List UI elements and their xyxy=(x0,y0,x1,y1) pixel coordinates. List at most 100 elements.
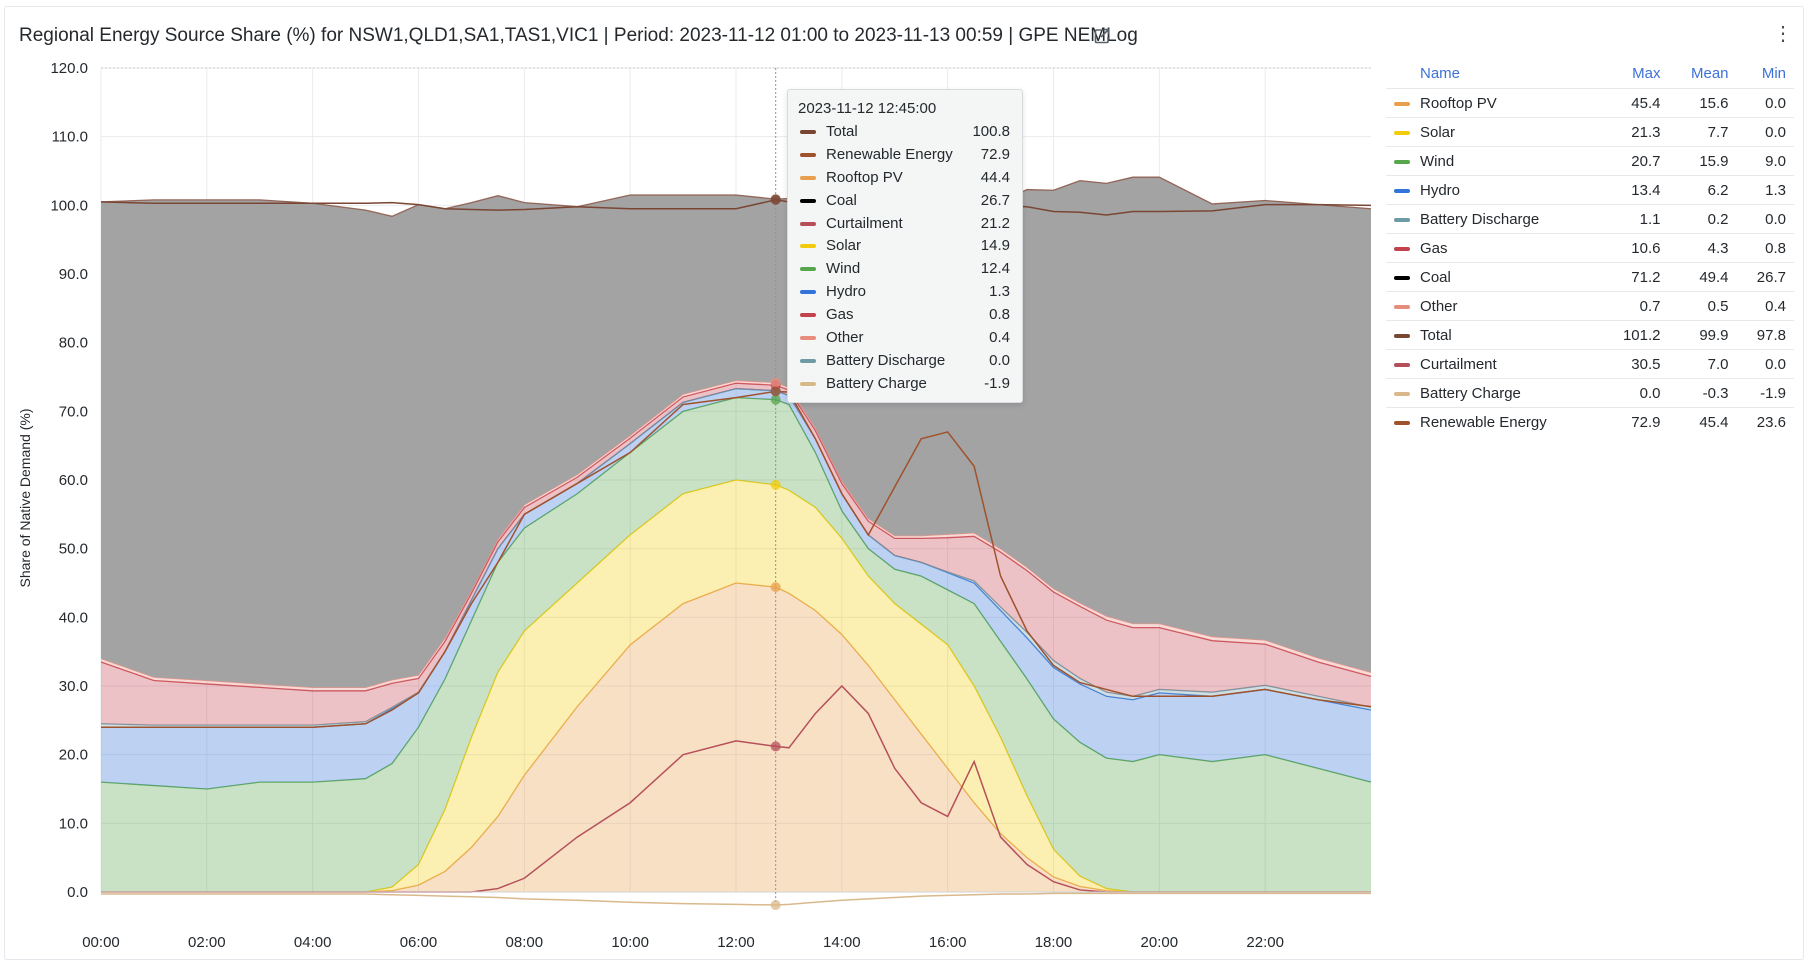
legend-swatch-icon xyxy=(1394,420,1410,425)
tooltip-row: Curtailment 21.2 xyxy=(798,213,1014,236)
line-battery-charge[interactable] xyxy=(101,892,1371,906)
legend-series-name[interactable]: Battery Charge xyxy=(1386,378,1601,408)
legend-header-row: Name Max Mean Min xyxy=(1386,58,1794,89)
legend-max-value: 71.2 xyxy=(1600,262,1669,292)
area-solar[interactable] xyxy=(101,480,1371,892)
legend-row[interactable]: Gas 10.6 4.3 0.8 xyxy=(1386,233,1794,263)
legend-header-name[interactable]: Name xyxy=(1420,64,1461,82)
legend-label: Hydro xyxy=(1420,181,1461,199)
legend-max-value: 72.9 xyxy=(1600,407,1669,436)
hover-point xyxy=(770,394,781,405)
y-axis-title: Share of Native Demand (%) xyxy=(17,409,33,588)
y-tick-label: 120.0 xyxy=(50,60,88,77)
tooltip-series-value: 0.0 xyxy=(989,351,1010,369)
x-tick-label: 00:00 xyxy=(82,934,120,951)
area-hydro[interactable] xyxy=(101,388,1371,789)
tooltip-series-value: 1.3 xyxy=(989,283,1010,301)
legend-mean-value: 7.7 xyxy=(1668,117,1737,147)
tooltip-swatch-icon xyxy=(800,313,816,318)
stacked-areas xyxy=(100,176,1372,893)
legend-label: Gas xyxy=(1420,239,1448,257)
y-tick-label: 90.0 xyxy=(59,266,88,283)
legend-row[interactable]: Battery Charge 0.0 -0.3 -1.9 xyxy=(1386,378,1794,408)
line-renewable-energy[interactable] xyxy=(101,390,1372,728)
legend-series-name[interactable]: Gas xyxy=(1386,233,1601,263)
area-wind[interactable] xyxy=(101,397,1371,892)
x-tick-label: 02:00 xyxy=(188,934,226,951)
legend-row[interactable]: Other 0.7 0.5 0.4 xyxy=(1386,291,1794,321)
legend-row[interactable]: Wind 20.7 15.9 9.0 xyxy=(1386,146,1794,176)
legend-min-value: 97.8 xyxy=(1736,320,1794,350)
legend-header-mean[interactable]: Mean xyxy=(1691,64,1729,82)
legend-series-name[interactable]: Other xyxy=(1386,291,1601,321)
tooltip-swatch-icon xyxy=(800,244,816,249)
x-tick-label: 22:00 xyxy=(1246,934,1284,951)
legend-series-name[interactable]: Solar xyxy=(1386,117,1601,147)
legend-row[interactable]: Battery Discharge 1.1 0.2 0.0 xyxy=(1386,204,1794,234)
tooltip-series-name: Gas xyxy=(826,306,854,324)
legend-mean-value: 15.9 xyxy=(1668,146,1737,176)
legend-label: Renewable Energy xyxy=(1420,413,1547,431)
tooltip-series-value: 26.7 xyxy=(980,191,1010,209)
legend-label: Battery Discharge xyxy=(1420,210,1540,228)
y-tick-label: 50.0 xyxy=(59,541,88,558)
legend-label: Other xyxy=(1420,297,1458,315)
y-tick-label: 10.0 xyxy=(59,815,88,832)
x-tick-label: 10:00 xyxy=(611,934,649,951)
tooltip-swatch-icon xyxy=(800,152,816,157)
tooltip-row: Other 0.4 xyxy=(798,327,1014,350)
x-tick-label: 08:00 xyxy=(506,934,544,951)
legend-row[interactable]: Solar 21.3 7.7 0.0 xyxy=(1386,117,1794,147)
legend-header-max[interactable]: Max xyxy=(1632,64,1661,82)
legend-mean-value: 4.3 xyxy=(1668,233,1737,263)
kebab-menu-icon[interactable]: ⋮ xyxy=(1773,23,1793,45)
legend-series-name[interactable]: Hydro xyxy=(1386,175,1601,205)
legend-row[interactable]: Hydro 13.4 6.2 1.3 xyxy=(1386,175,1794,205)
legend-min-value: 0.0 xyxy=(1736,349,1794,379)
legend-max-value: 0.7 xyxy=(1600,291,1669,321)
area-rooftop-pv[interactable] xyxy=(101,583,1371,892)
external-link-icon[interactable] xyxy=(1093,27,1111,45)
area-gas[interactable] xyxy=(101,383,1371,726)
legend-series-name[interactable]: Total xyxy=(1386,320,1601,350)
tooltip-series-name: Solar xyxy=(826,237,862,255)
legend-max-value: 45.4 xyxy=(1600,88,1669,118)
tooltip-row: Solar 14.9 xyxy=(798,235,1014,258)
legend-row[interactable]: Coal 71.2 49.4 26.7 xyxy=(1386,262,1794,292)
y-tick-label: 100.0 xyxy=(50,197,88,214)
legend-series-name[interactable]: Coal xyxy=(1386,262,1601,292)
legend-label: Total xyxy=(1420,326,1452,344)
tooltip-series-name: Rooftop PV xyxy=(826,168,903,186)
legend-max-value: 10.6 xyxy=(1600,233,1669,263)
tooltip-series-name: Other xyxy=(826,329,864,347)
tooltip-swatch-icon xyxy=(800,336,816,341)
hover-point xyxy=(770,582,781,593)
area-edge-rooftop-pv xyxy=(101,582,1371,893)
legend-swatch-icon xyxy=(1394,101,1410,106)
tooltip-series-name: Curtailment xyxy=(826,214,903,232)
tooltip-row: Coal 26.7 xyxy=(798,190,1014,213)
legend-max-value: 101.2 xyxy=(1600,320,1669,350)
tooltip-time: 2023-11-12 12:45:00 xyxy=(798,100,937,117)
legend-mean-value: -0.3 xyxy=(1668,378,1737,408)
legend-swatch-icon xyxy=(1394,275,1410,280)
tooltip-series-value: 100.8 xyxy=(972,123,1010,140)
legend-series-name[interactable]: Wind xyxy=(1386,146,1601,176)
legend-min-value: 0.4 xyxy=(1736,291,1794,321)
x-tick-label: 04:00 xyxy=(294,934,332,951)
legend-mean-value: 15.6 xyxy=(1668,88,1737,118)
legend-series-name[interactable]: Renewable Energy xyxy=(1386,407,1601,436)
legend-series-name[interactable]: Battery Discharge xyxy=(1386,204,1601,234)
legend-series-name[interactable]: Rooftop PV xyxy=(1386,88,1601,118)
legend-row[interactable]: Renewable Energy 72.9 45.4 23.6 xyxy=(1386,407,1794,436)
area-coal[interactable] xyxy=(101,177,1371,688)
legend-row[interactable]: Rooftop PV 45.4 15.6 0.0 xyxy=(1386,88,1794,118)
legend-header-min[interactable]: Min xyxy=(1761,64,1786,82)
legend-row[interactable]: Curtailment 30.5 7.0 0.0 xyxy=(1386,349,1794,379)
legend-mean-value: 0.5 xyxy=(1668,291,1737,321)
legend-mean-value: 45.4 xyxy=(1668,407,1737,436)
legend-row[interactable]: Total 101.2 99.9 97.8 xyxy=(1386,320,1794,350)
area-edge-solar xyxy=(101,479,1371,893)
tooltip-series-value: 21.2 xyxy=(980,214,1010,232)
legend-series-name[interactable]: Curtailment xyxy=(1386,349,1601,379)
